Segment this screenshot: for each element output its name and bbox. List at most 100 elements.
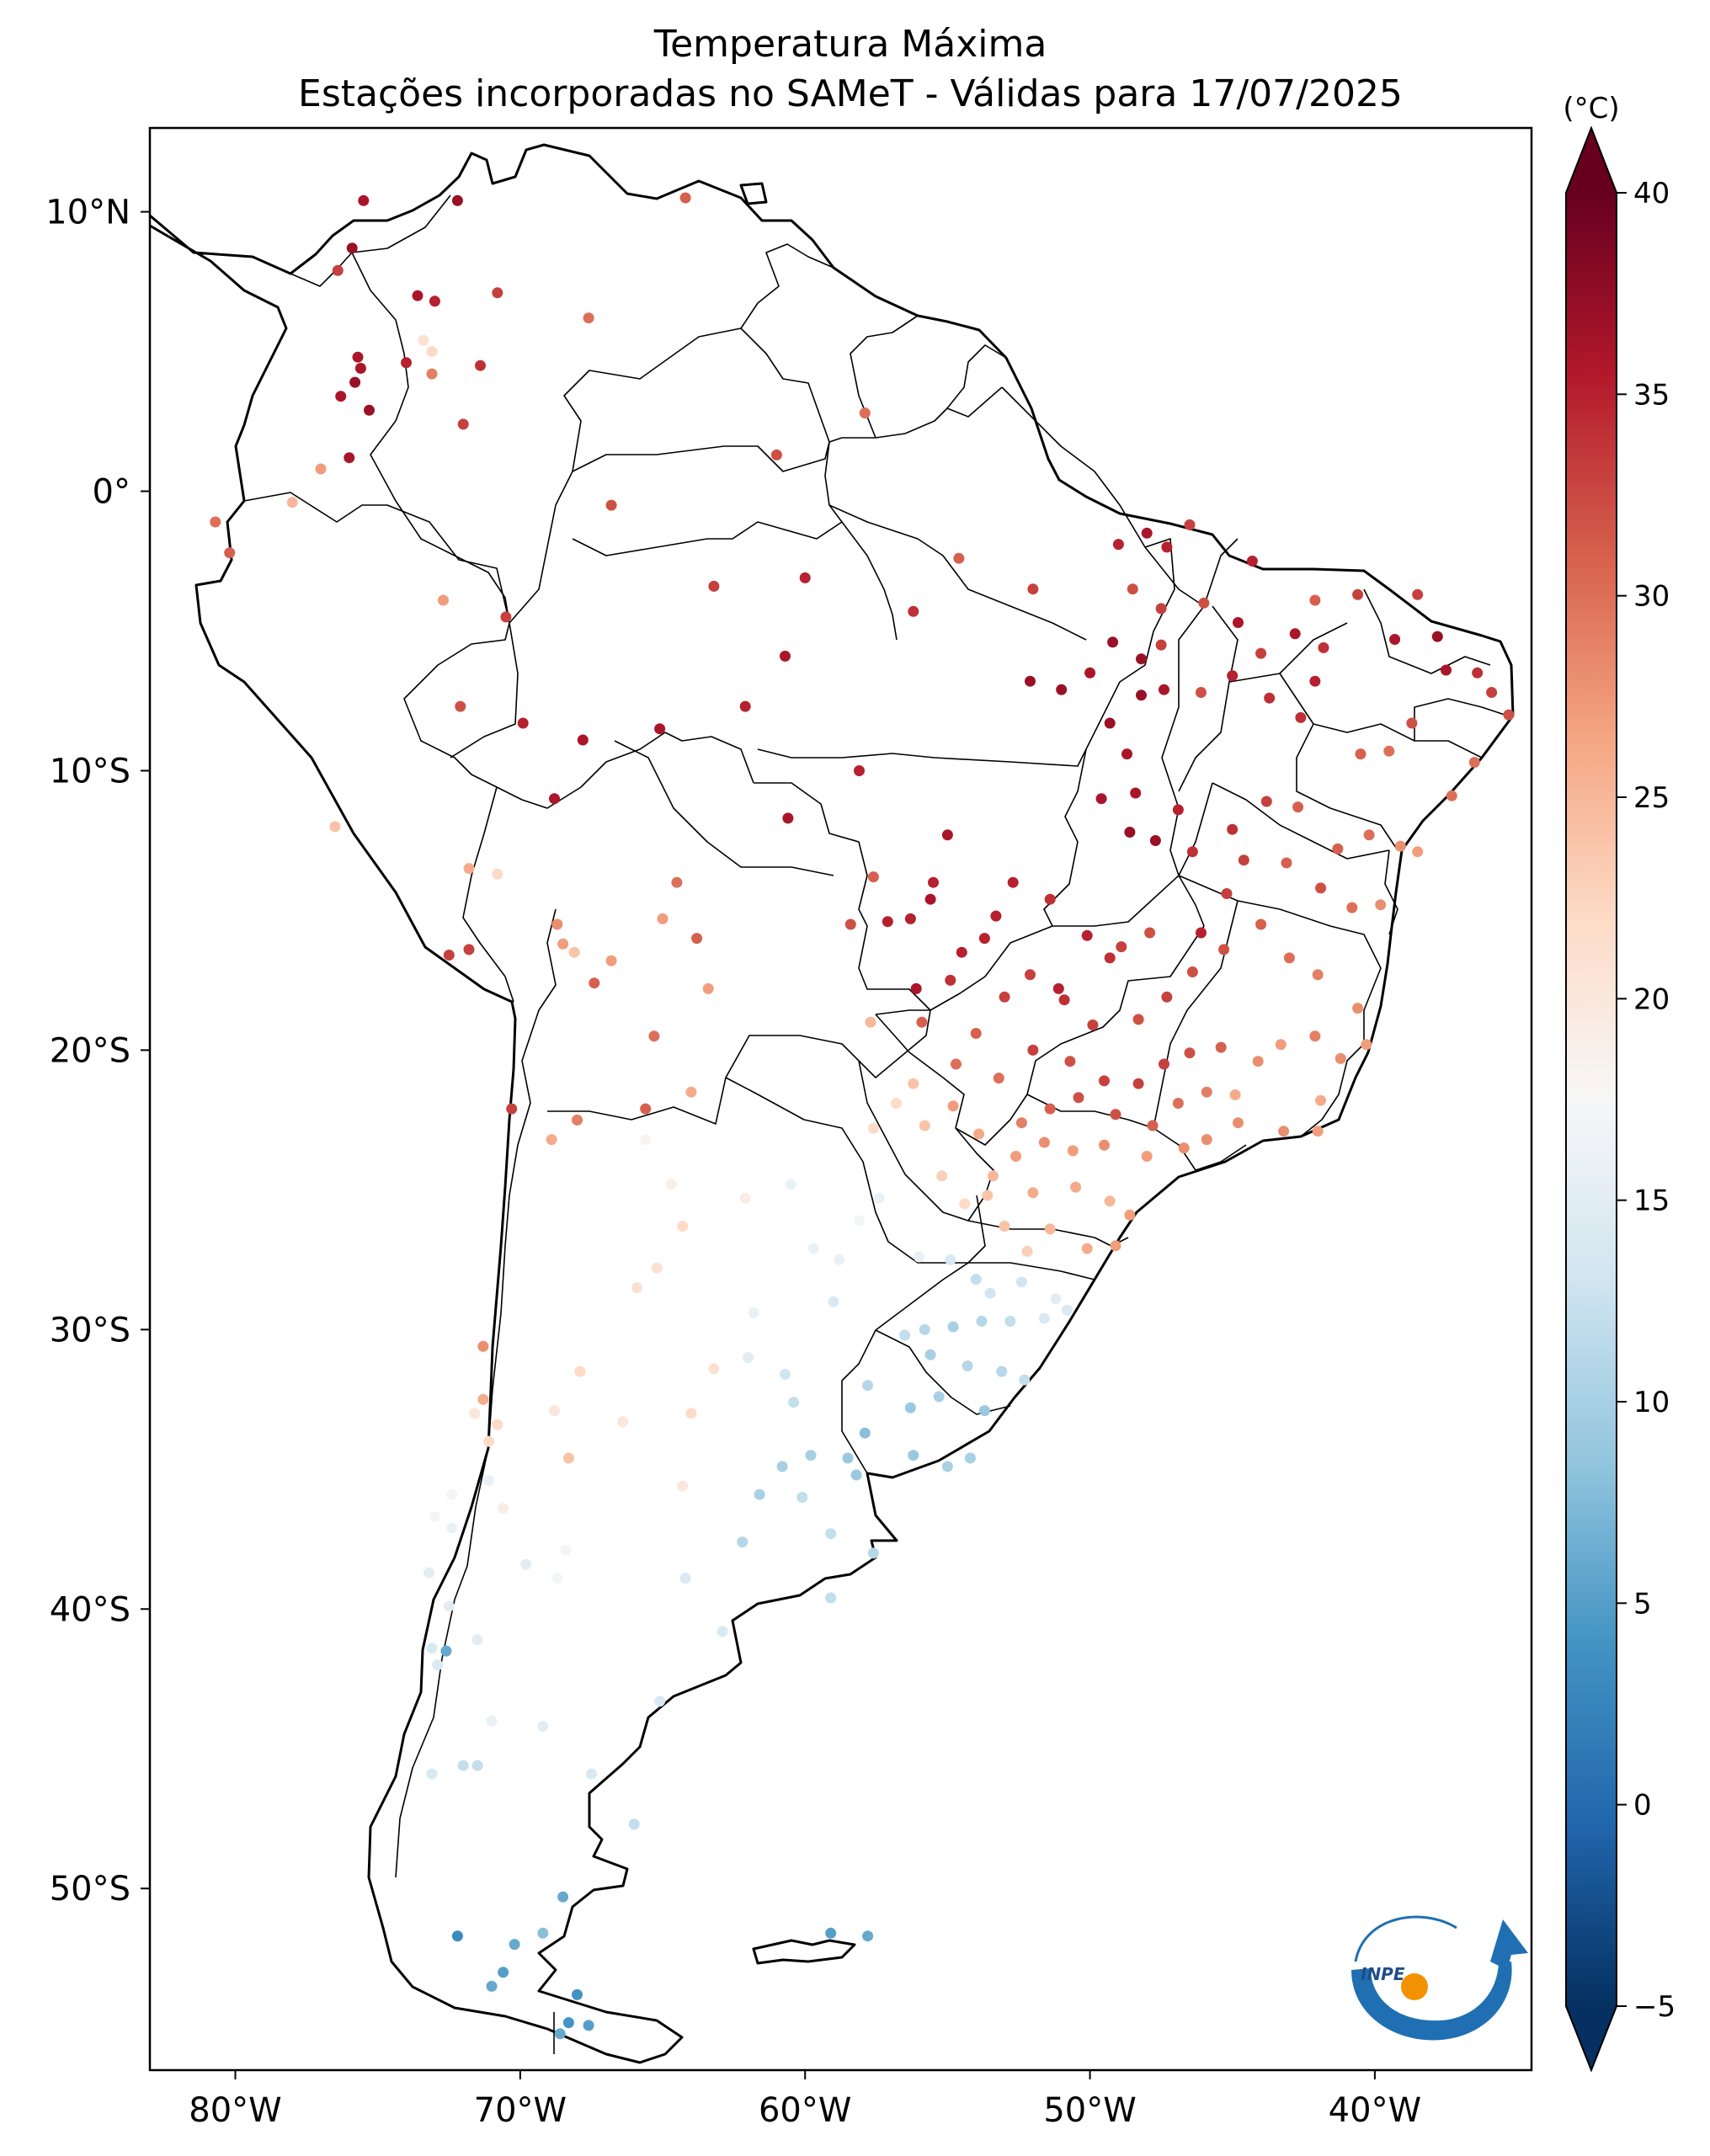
station-point (865, 1016, 876, 1028)
station-point (1334, 1052, 1346, 1064)
station-point (358, 194, 370, 206)
station-point (1255, 918, 1267, 930)
station-point (1332, 843, 1344, 854)
station-point (904, 1402, 916, 1413)
station-point (486, 1715, 498, 1727)
station-point (1155, 639, 1167, 651)
station-point (1056, 684, 1068, 695)
station-point (451, 194, 463, 206)
station-point (947, 1100, 959, 1112)
station-point (463, 944, 475, 956)
station-point (1004, 1315, 1016, 1327)
station-points (210, 192, 1515, 2040)
station-point (1112, 539, 1124, 551)
station-point (916, 1016, 928, 1028)
station-point (1124, 827, 1136, 838)
station-point (463, 863, 475, 875)
station-point (1144, 927, 1156, 939)
station-point (1275, 1039, 1286, 1051)
latitude-ticks: 10°N 0° 10°S 20°S 30°S 40°S 50°S (45, 194, 150, 1908)
station-point (1503, 709, 1515, 721)
station-point (1070, 1181, 1082, 1193)
station-point (1186, 846, 1198, 858)
inpe-logo-swoosh (1351, 1962, 1512, 2041)
station-point (984, 1287, 996, 1299)
station-point (993, 1073, 1004, 1084)
station-point (1260, 796, 1272, 807)
station-point (1292, 801, 1304, 813)
map-area: INPE (150, 128, 1532, 2070)
station-point (947, 1321, 959, 1333)
station-point (1312, 969, 1324, 981)
station-point (424, 1567, 435, 1578)
map-frame (148, 126, 1533, 2072)
station-point (748, 1307, 759, 1318)
station-point (1278, 1126, 1290, 1137)
station-point (1027, 1044, 1039, 1056)
station-point (825, 1528, 837, 1540)
station-point (332, 264, 344, 276)
station-point (945, 1254, 956, 1265)
station-point (1215, 1041, 1227, 1053)
station-point (1027, 583, 1039, 595)
station-point (483, 1475, 495, 1487)
station-point (1104, 1195, 1116, 1207)
colorbar-tick-label: −5 (1633, 1990, 1675, 2024)
station-point (1196, 927, 1207, 939)
station-point (640, 1103, 652, 1115)
station-point (1186, 966, 1198, 977)
station-point (1184, 519, 1196, 530)
station-point (908, 1450, 919, 1461)
station-point (962, 1360, 973, 1371)
station-point (1087, 1019, 1099, 1030)
station-point (1363, 829, 1375, 841)
inpe-logo-arrow (1490, 1919, 1528, 1970)
station-point (315, 463, 327, 475)
coastline-south-america (150, 143, 1515, 2064)
station-point (577, 734, 589, 746)
station-point (1104, 952, 1116, 964)
station-point (854, 1215, 865, 1227)
colorbar-tick-label: 0 (1633, 1789, 1652, 1823)
station-point (1361, 1039, 1372, 1051)
colorbar-tick-label: 30 (1633, 580, 1670, 614)
station-point (754, 1488, 765, 1500)
station-point (443, 1600, 455, 1612)
station-point (956, 946, 967, 958)
station-point (1141, 1151, 1153, 1162)
inpe-logo-text: INPE (1361, 1964, 1405, 1984)
station-point (936, 1170, 948, 1182)
station-point (475, 359, 486, 371)
station-point (492, 868, 503, 880)
station-point (446, 1488, 458, 1500)
station-point (862, 1380, 874, 1392)
station-point (867, 871, 879, 883)
station-point (335, 391, 347, 402)
station-point (1136, 653, 1147, 665)
station-point (1412, 846, 1424, 858)
station-point (1141, 527, 1153, 539)
station-point (825, 1927, 837, 1939)
station-point (685, 1086, 697, 1098)
longitude-ticks: 80°W 70°W 60°W 50°W 40°W (189, 2070, 1421, 2130)
longitude-tick-label: 50°W (1043, 2091, 1136, 2130)
station-point (583, 2020, 594, 2031)
station-point (426, 1642, 438, 1654)
station-point (418, 334, 429, 346)
station-point (1441, 664, 1452, 676)
station-point (509, 1939, 520, 1951)
station-point (933, 1391, 945, 1403)
station-point (1044, 1103, 1056, 1115)
latitude-tick-label: 40°S (50, 1590, 131, 1629)
station-point (941, 1461, 953, 1472)
station-point (1159, 684, 1169, 695)
station-point (572, 1114, 583, 1126)
station-point (1238, 854, 1249, 866)
station-point (716, 1626, 728, 1637)
title-line-2: Estações incorporadas no SAMeT - Válidas… (298, 72, 1403, 115)
station-point (210, 516, 221, 528)
station-point (583, 312, 594, 324)
colorbar-min-extension (1566, 2006, 1617, 2070)
station-point (828, 1296, 839, 1307)
station-point (1346, 902, 1358, 913)
